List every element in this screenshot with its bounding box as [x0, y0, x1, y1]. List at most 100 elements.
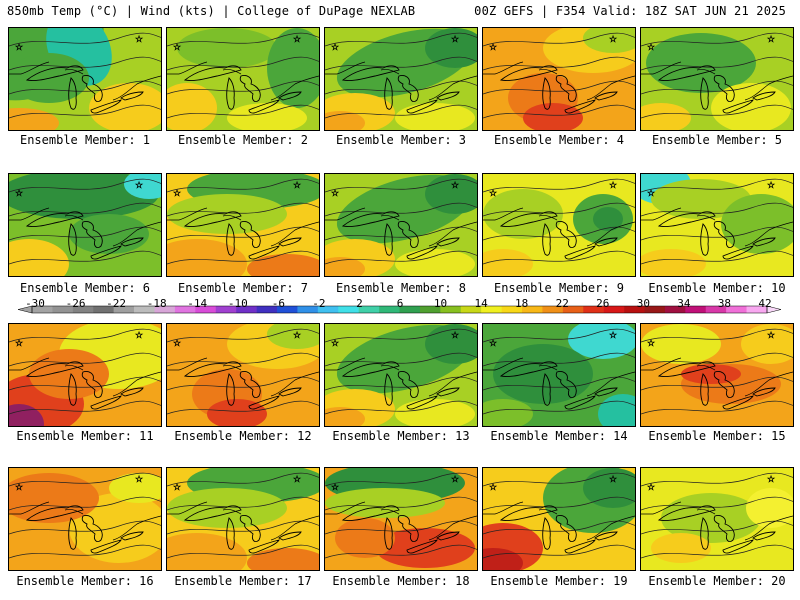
- great-lakes-outline: [183, 211, 302, 260]
- ensemble-member-label: Ensemble Member: 16: [16, 574, 154, 588]
- temperature-field-map: ☆☆: [483, 28, 635, 130]
- station-marker-icon: ☆: [135, 35, 143, 45]
- station-marker-icon: ☆: [767, 475, 775, 485]
- colorbar-tick-label: 10: [433, 297, 448, 310]
- colorbar-swatch: [338, 306, 359, 313]
- station-marker-icon: ☆: [647, 483, 655, 493]
- station-marker-icon: ☆: [767, 331, 775, 341]
- temperature-field-map: ☆☆: [483, 468, 635, 570]
- colorbar-tick-label: 30: [636, 297, 650, 310]
- temperature-field-map: ☆☆: [9, 468, 161, 570]
- colorbar-swatch: [154, 306, 176, 313]
- great-lakes-outline: [183, 65, 302, 114]
- station-marker-icon: ☆: [489, 189, 497, 199]
- great-lakes-outline: [341, 361, 460, 410]
- colorbar-tick-label: -14: [187, 297, 208, 310]
- colorbar-swatch: [644, 306, 666, 313]
- header-title: 850mb Temp (°C) | Wind (kts) | College o…: [7, 4, 416, 18]
- station-marker-icon: ☆: [767, 35, 775, 45]
- station-marker-icon: ☆: [293, 35, 301, 45]
- ensemble-member-label: Ensemble Member: 2: [177, 133, 309, 147]
- temperature-colorbar: [17, 305, 782, 314]
- temperature-field-map: ☆☆: [641, 324, 793, 426]
- colorbar-tick-label: 26: [596, 297, 610, 310]
- great-lakes-outline: [499, 505, 618, 554]
- ensemble-member-map: ☆ ☆: [8, 467, 162, 571]
- colorbar-swatch: [501, 306, 523, 313]
- station-marker-icon: ☆: [647, 43, 655, 53]
- colorbar-swatch: [72, 306, 94, 313]
- colorbar-tick-label: -2: [312, 297, 326, 310]
- colorbar-swatch: [399, 306, 421, 313]
- ensemble-member-label: Ensemble Member: 10: [648, 281, 786, 295]
- temperature-field-map: ☆☆: [641, 28, 793, 130]
- ensemble-member-map: ☆ ☆: [324, 323, 478, 427]
- ensemble-member-map: ☆ ☆: [482, 27, 636, 131]
- ensemble-member-label: Ensemble Member: 4: [493, 133, 625, 147]
- great-lakes-outline: [183, 505, 302, 554]
- great-lakes-outline: [657, 361, 776, 410]
- ensemble-member-label: Ensemble Member: 20: [648, 574, 786, 588]
- ensemble-member-label: Ensemble Member: 14: [490, 429, 628, 443]
- great-lakes-outline: [657, 65, 776, 114]
- station-marker-icon: ☆: [647, 189, 655, 199]
- ensemble-member-map: ☆ ☆: [640, 27, 794, 131]
- ensemble-member-map: ☆ ☆: [640, 323, 794, 427]
- colorbar-swatch: [746, 306, 768, 313]
- colorbar-swatch: [297, 306, 319, 313]
- colorbar-swatch: [215, 306, 237, 313]
- great-lakes-outline: [341, 211, 460, 260]
- temperature-field-map: ☆☆: [325, 324, 477, 426]
- temperature-field-map: ☆☆: [325, 468, 477, 570]
- colorbar-swatch: [440, 306, 462, 313]
- temperature-field-map: ☆☆: [167, 28, 319, 130]
- great-lakes-outline: [341, 505, 460, 554]
- colorbar-tick-label: -10: [227, 297, 248, 310]
- station-marker-icon: ☆: [173, 189, 181, 199]
- ensemble-member-label: Ensemble Member: 1: [19, 133, 151, 147]
- ensemble-member-map: ☆ ☆: [482, 467, 636, 571]
- colorbar-swatch: [460, 306, 482, 313]
- colorbar-swatch: [93, 306, 114, 313]
- colorbar-swatch: [174, 306, 196, 313]
- station-marker-icon: ☆: [173, 43, 181, 53]
- ensemble-member-label: Ensemble Member: 11: [16, 429, 154, 443]
- station-marker-icon: ☆: [15, 189, 23, 199]
- ensemble-member-label: Ensemble Member: 7: [177, 281, 309, 295]
- station-marker-icon: ☆: [451, 181, 459, 191]
- ensemble-member-map: ☆ ☆: [640, 173, 794, 277]
- ensemble-member-map: ☆ ☆: [166, 323, 320, 427]
- temperature-field-map: ☆☆: [641, 468, 793, 570]
- colorbar-swatch: [195, 306, 217, 313]
- ensemble-member-map: ☆ ☆: [324, 173, 478, 277]
- station-marker-icon: ☆: [331, 339, 339, 349]
- station-marker-icon: ☆: [489, 339, 497, 349]
- station-marker-icon: ☆: [135, 181, 143, 191]
- colorbar-swatch: [236, 306, 257, 313]
- temperature-field-map: ☆☆: [167, 468, 319, 570]
- great-lakes-outline: [499, 361, 618, 410]
- ensemble-member-label: Ensemble Member: 18: [332, 574, 470, 588]
- header-valid-time: 00Z GEFS | F354 Valid: 18Z SAT JUN 21 20…: [474, 4, 786, 18]
- station-marker-icon: ☆: [451, 475, 459, 485]
- ensemble-member-label: Ensemble Member: 15: [648, 429, 786, 443]
- colorbar-swatch: [726, 306, 747, 313]
- station-marker-icon: ☆: [15, 339, 23, 349]
- station-marker-icon: ☆: [135, 475, 143, 485]
- great-lakes-outline: [25, 361, 144, 410]
- ensemble-member-label: Ensemble Member: 8: [335, 281, 467, 295]
- station-marker-icon: ☆: [331, 43, 339, 53]
- ensemble-member-label: Ensemble Member: 9: [493, 281, 625, 295]
- ensemble-member-label: Ensemble Member: 19: [490, 574, 628, 588]
- station-marker-icon: ☆: [15, 43, 23, 53]
- colorbar-swatch: [542, 306, 564, 313]
- temperature-field-map: ☆☆: [325, 28, 477, 130]
- ensemble-member-map: ☆ ☆: [324, 467, 478, 571]
- ensemble-member-map: ☆ ☆: [166, 27, 320, 131]
- great-lakes-outline: [657, 505, 776, 554]
- colorbar-tick-label: 6: [396, 297, 404, 310]
- colorbar-tick-label: 38: [717, 297, 732, 310]
- ensemble-member-map: ☆ ☆: [482, 173, 636, 277]
- ensemble-member-map: ☆ ☆: [166, 173, 320, 277]
- temperature-field-map: ☆☆: [9, 324, 161, 426]
